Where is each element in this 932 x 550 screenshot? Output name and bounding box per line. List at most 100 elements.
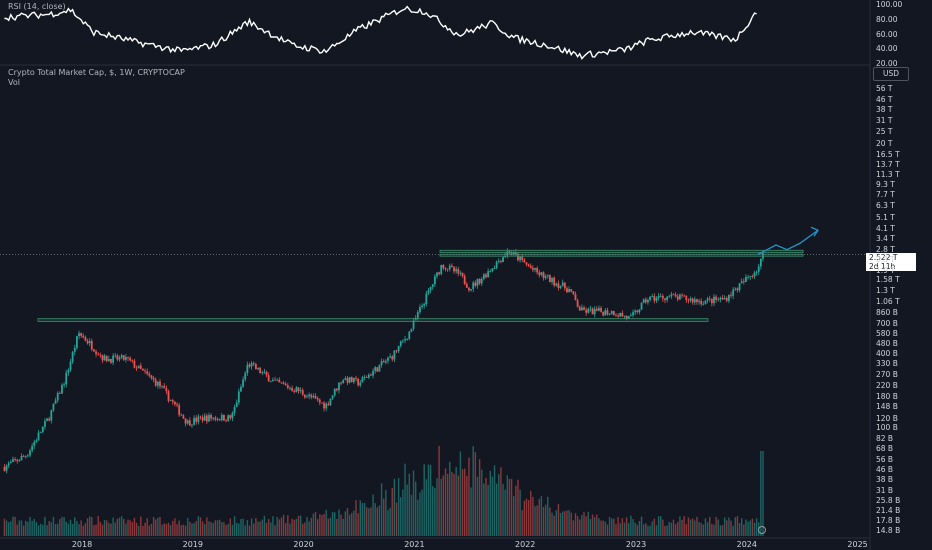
volume-bar [500,467,502,536]
candle-body [440,264,443,275]
candle-body [678,294,681,300]
candle-body [110,358,112,363]
currency-selector[interactable]: USD [873,67,909,81]
volume-bar [387,510,389,536]
volume-bar [289,523,291,536]
candle-body [749,276,752,278]
volume-bar [596,514,598,536]
candle-body [670,294,673,297]
candle-body [517,254,519,261]
volume-bar [740,518,743,536]
volume-bar [291,518,293,536]
price-tick-label: 46 B [876,465,894,475]
volume-bar [696,516,698,536]
volume-bar [393,478,396,536]
volume-bar [261,519,263,536]
candle-body [276,379,279,381]
volume-bar [417,499,419,536]
volume-bar [728,517,730,536]
candle-body [142,368,144,371]
volume-bar [336,518,338,536]
candle-body [574,294,577,301]
volume-bar [31,520,33,536]
candle-body [154,379,157,386]
candle-body [598,307,600,311]
price-tick-label: 13.7 T [876,159,900,169]
price-tick-label: 5.1 T [876,212,895,222]
candle-body [39,432,42,433]
candle-body [372,370,374,376]
candle-body [693,299,696,303]
volume-bar [110,523,112,536]
candle-body [346,378,349,383]
volume-bar [527,500,530,536]
candle-body [568,288,570,293]
candle-body [674,294,677,297]
candle-body [325,403,328,409]
candle-body [444,268,447,269]
volume-bar [400,497,402,536]
candle-body [41,426,44,433]
candle-body [233,407,236,413]
price-tick-label: 68 B [876,444,894,454]
volume-bar [476,476,479,536]
candle-body [683,295,686,297]
rsi-tick-label: 80.00 [876,14,898,24]
candle-body [740,281,743,284]
candle-body [269,381,272,383]
volume-bar [116,518,119,536]
volume-bar [221,521,223,536]
candle-body [16,459,19,461]
price-tick-label: 2.3 T [876,255,895,265]
candle-body [572,291,575,295]
volume-bar [27,521,29,536]
volume-bar [342,518,344,536]
candle-body [689,298,692,301]
price-tick-label: 31 B [876,486,894,496]
candle-body [235,402,238,408]
candle-body [148,373,151,376]
candle-body [12,459,14,462]
volume-bar [5,520,8,536]
time-tick-label: 2020 [293,540,314,549]
candle-body [612,311,615,316]
candle-body [97,354,100,355]
candle-body [80,333,83,336]
volume-bar [385,490,387,536]
last-price-label: 2.522 T 2d 11h [866,253,916,271]
candle-body [651,296,654,297]
volume-bar [372,494,374,536]
candle-body [399,341,402,346]
volume-bar [103,519,106,536]
volume-bar [274,525,276,536]
candle-body [623,315,626,317]
candle-body [363,377,366,378]
candle-body [312,396,315,398]
volume-bar [677,521,679,536]
volume-bar [760,451,762,536]
candle-body [75,336,78,348]
volume-bar [227,523,229,536]
rsi-tick-label: 100.00 [876,0,903,9]
candle-body [9,461,12,464]
candle-body [156,381,159,386]
price-tick-label: 480 B [876,339,898,349]
volume-bar [585,516,587,536]
volume-bar [591,514,594,536]
volume-bar [78,524,80,536]
candle-body [303,394,306,398]
candle-body [412,320,415,329]
volume-bar [365,507,368,536]
time-tick-label: 2018 [71,540,93,549]
time-tick-label: 2021 [404,540,425,549]
candle-body [717,299,720,301]
candle-body [35,440,38,442]
candle-body [208,415,210,422]
candle-body [698,300,700,302]
volume-bar [353,510,355,536]
volume-bar [165,524,168,536]
candle-body [248,364,251,367]
volume-bar [319,514,321,536]
volume-bar [42,524,44,536]
